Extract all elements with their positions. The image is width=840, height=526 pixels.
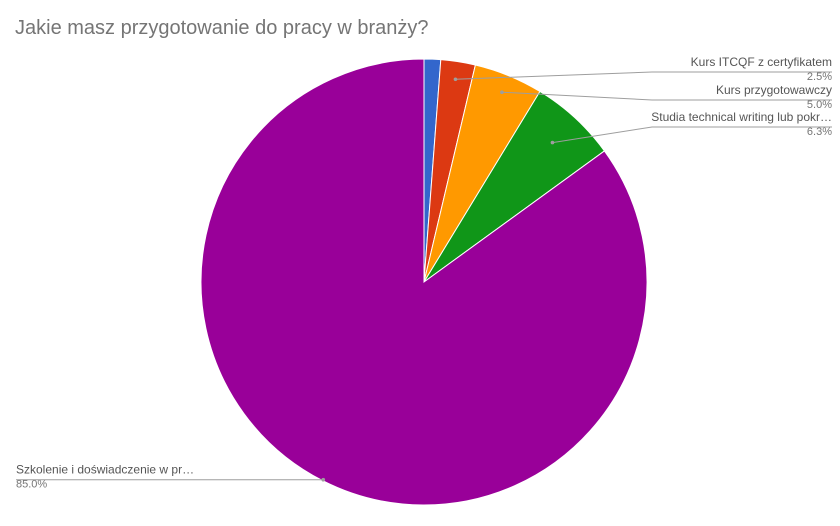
leader-dot-szkolenie-i-doswiadczenie-w-pr (321, 477, 326, 482)
leader-line-kurs-itcqf-z-certyfikatem (455, 71, 832, 80)
pie-slices (200, 58, 648, 506)
slice-value-szkolenie-i-doswiadczenie-w-pr: 85.0% (16, 479, 47, 491)
slice-value-studia-technical-writing-lub-pokr: 6.3% (807, 126, 832, 138)
slice-value-kurs-przygotowawczy: 5.0% (807, 99, 832, 111)
slice-label-szkolenie-i-doswiadczenie-w-pr: Szkolenie i doświadczenie w pr… (16, 463, 194, 477)
slice-value-kurs-itcqf-z-certyfikatem: 2.5% (807, 71, 832, 83)
slice-label-kurs-itcqf-z-certyfikatem: Kurs ITCQF z certyfikatem (691, 55, 832, 69)
leader-lines (16, 71, 832, 482)
chart-title: Jakie masz przygotowanie do pracy w bran… (15, 17, 429, 39)
slice-labels: Kurs ITCQF z certyfikatem 2.5%Kurs przygo… (16, 55, 832, 491)
leader-line-kurs-przygotowawczy (501, 91, 832, 101)
leader-line-studia-technical-writing-lub-pokr (552, 126, 832, 144)
slice-label-studia-technical-writing-lub-pokr: Studia technical writing lub pokr… (651, 110, 832, 124)
slice-label-kurs-przygotowawczy: Kurs przygotowawczy (716, 83, 832, 97)
